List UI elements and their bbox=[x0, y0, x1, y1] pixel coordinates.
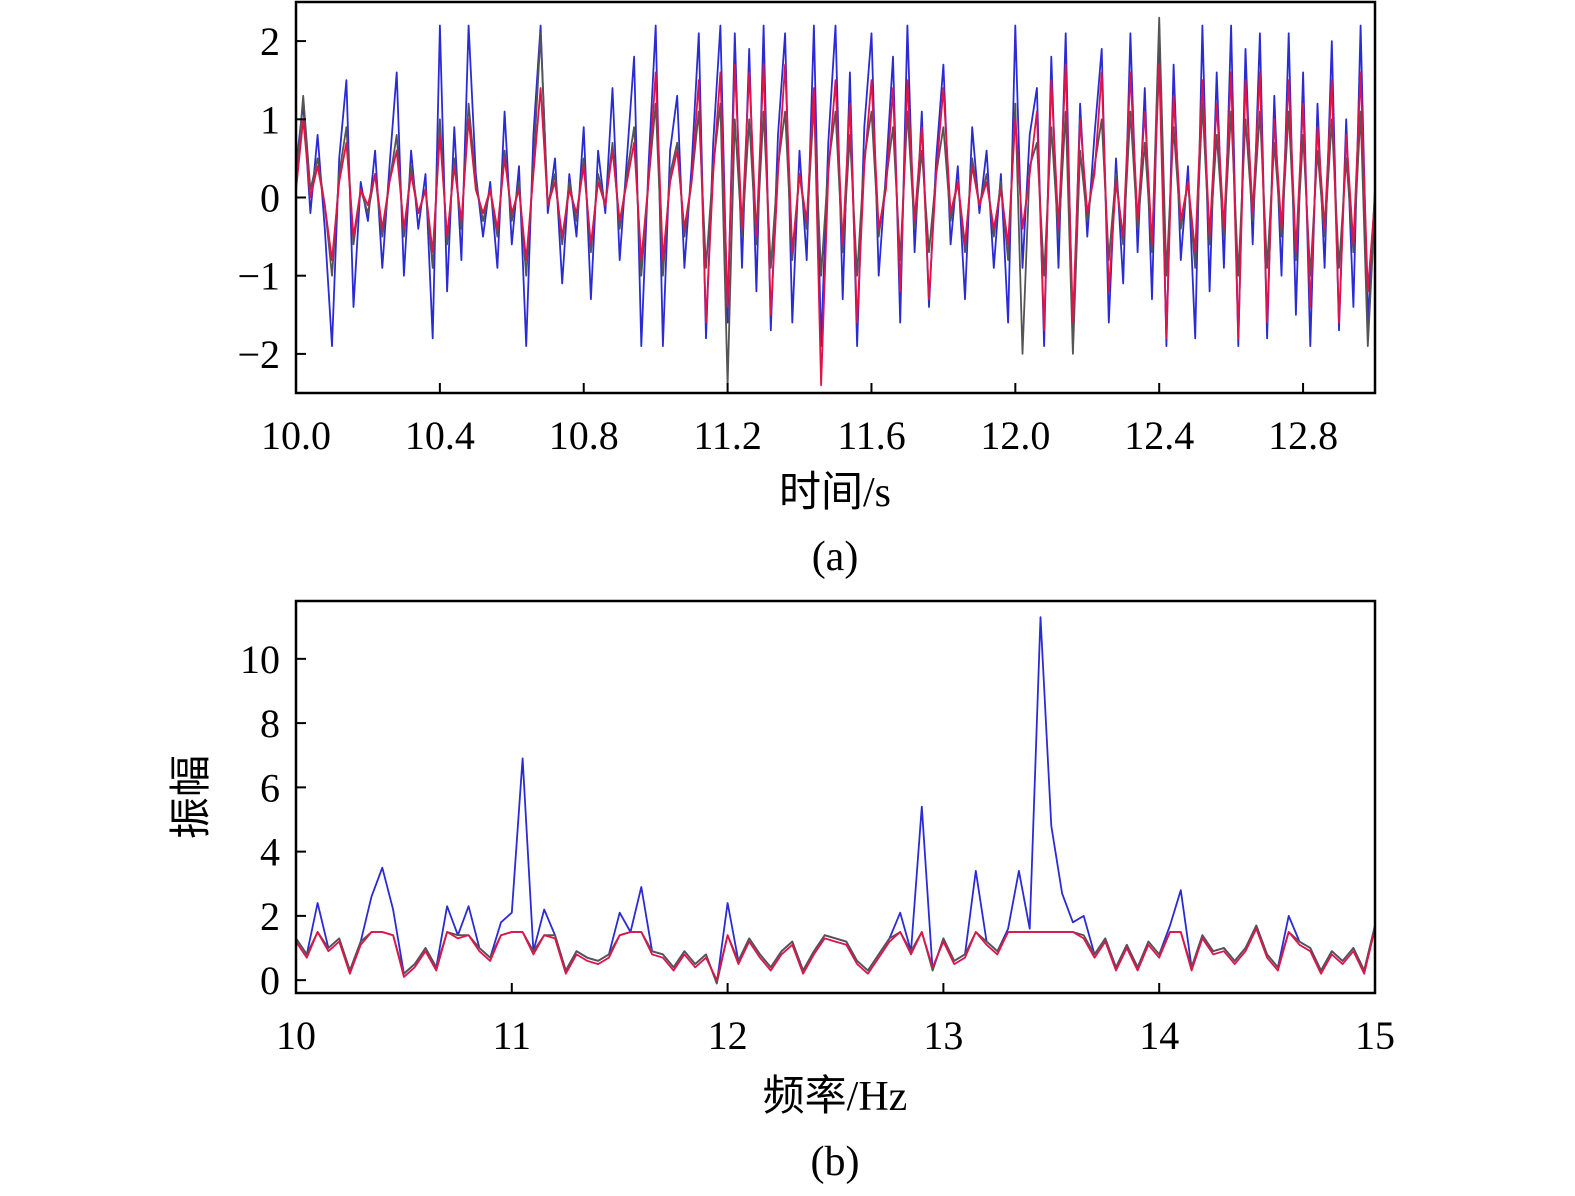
series-line-a-3 bbox=[296, 63, 1375, 387]
x-tick-label-b: 12 bbox=[708, 1013, 748, 1058]
y-tick-label-a: −1 bbox=[237, 254, 280, 299]
y-tick-label-b: 10 bbox=[240, 637, 280, 682]
frequency-spectrum-chart: 10 11 12 13 14 15 10 8 6 4 2 0 频率/Hz 振幅 (b) bbox=[169, 599, 1395, 1185]
x-tick-label-b: 15 bbox=[1355, 1013, 1395, 1058]
y-tick-label-b: 8 bbox=[260, 701, 280, 746]
x-tick-label-b: 14 bbox=[1139, 1013, 1179, 1058]
y-tick-label-b: 2 bbox=[260, 894, 280, 939]
series-line-b-1 bbox=[296, 616, 1375, 985]
caption-b: (b) bbox=[811, 1139, 860, 1185]
x-tick-label-b: 13 bbox=[923, 1013, 963, 1058]
time-series-lines bbox=[296, 16, 1375, 387]
axis-ticks-a: 10.0 10.4 10.8 11.2 11.6 12.0 12.4 12.8 2 1 0 −1 −2 bbox=[237, 19, 1338, 458]
x-tick-label-a: 10.0 bbox=[261, 413, 331, 458]
axis-ticks-b: 10 11 12 13 14 15 10 8 6 4 2 0 bbox=[240, 637, 1395, 1058]
series-line-a-2 bbox=[296, 16, 1375, 387]
y-tick-label-a: 0 bbox=[260, 176, 280, 221]
x-tick-label-a: 10.4 bbox=[405, 413, 475, 458]
caption-a: (a) bbox=[812, 534, 859, 580]
series-line-b-2 bbox=[296, 924, 1375, 985]
x-tick-label-a: 10.8 bbox=[549, 413, 619, 458]
series-line-b-3 bbox=[296, 927, 1375, 981]
x-tick-label-a: 11.6 bbox=[837, 413, 906, 458]
x-tick-label-a: 12.4 bbox=[1124, 413, 1194, 458]
x-tick-label-a: 11.2 bbox=[693, 413, 762, 458]
spectrum-lines bbox=[296, 616, 1375, 985]
y-tick-label-b: 6 bbox=[260, 765, 280, 810]
y-tick-label-a: 2 bbox=[260, 19, 280, 64]
y-tick-label-b: 0 bbox=[260, 958, 280, 1003]
x-axis-title-b: 频率/Hz bbox=[763, 1073, 908, 1120]
x-tick-label-b: 11 bbox=[493, 1013, 532, 1058]
y-tick-label-b: 4 bbox=[260, 830, 280, 875]
x-tick-label-b: 10 bbox=[276, 1013, 316, 1058]
y-axis-title-b: 振幅 bbox=[169, 755, 215, 839]
plot-frame-b bbox=[294, 599, 1377, 995]
x-axis-title-a: 时间/s bbox=[779, 470, 891, 516]
x-tick-label-a: 12.0 bbox=[980, 413, 1050, 458]
x-tick-label-a: 12.8 bbox=[1268, 413, 1338, 458]
y-tick-label-a: 1 bbox=[260, 97, 280, 142]
time-domain-chart: 10.0 10.4 10.8 11.2 11.6 12.0 12.4 12.8210−1−2 … bbox=[237, 0, 1377, 580]
y-tick-label-a: −2 bbox=[237, 332, 280, 377]
